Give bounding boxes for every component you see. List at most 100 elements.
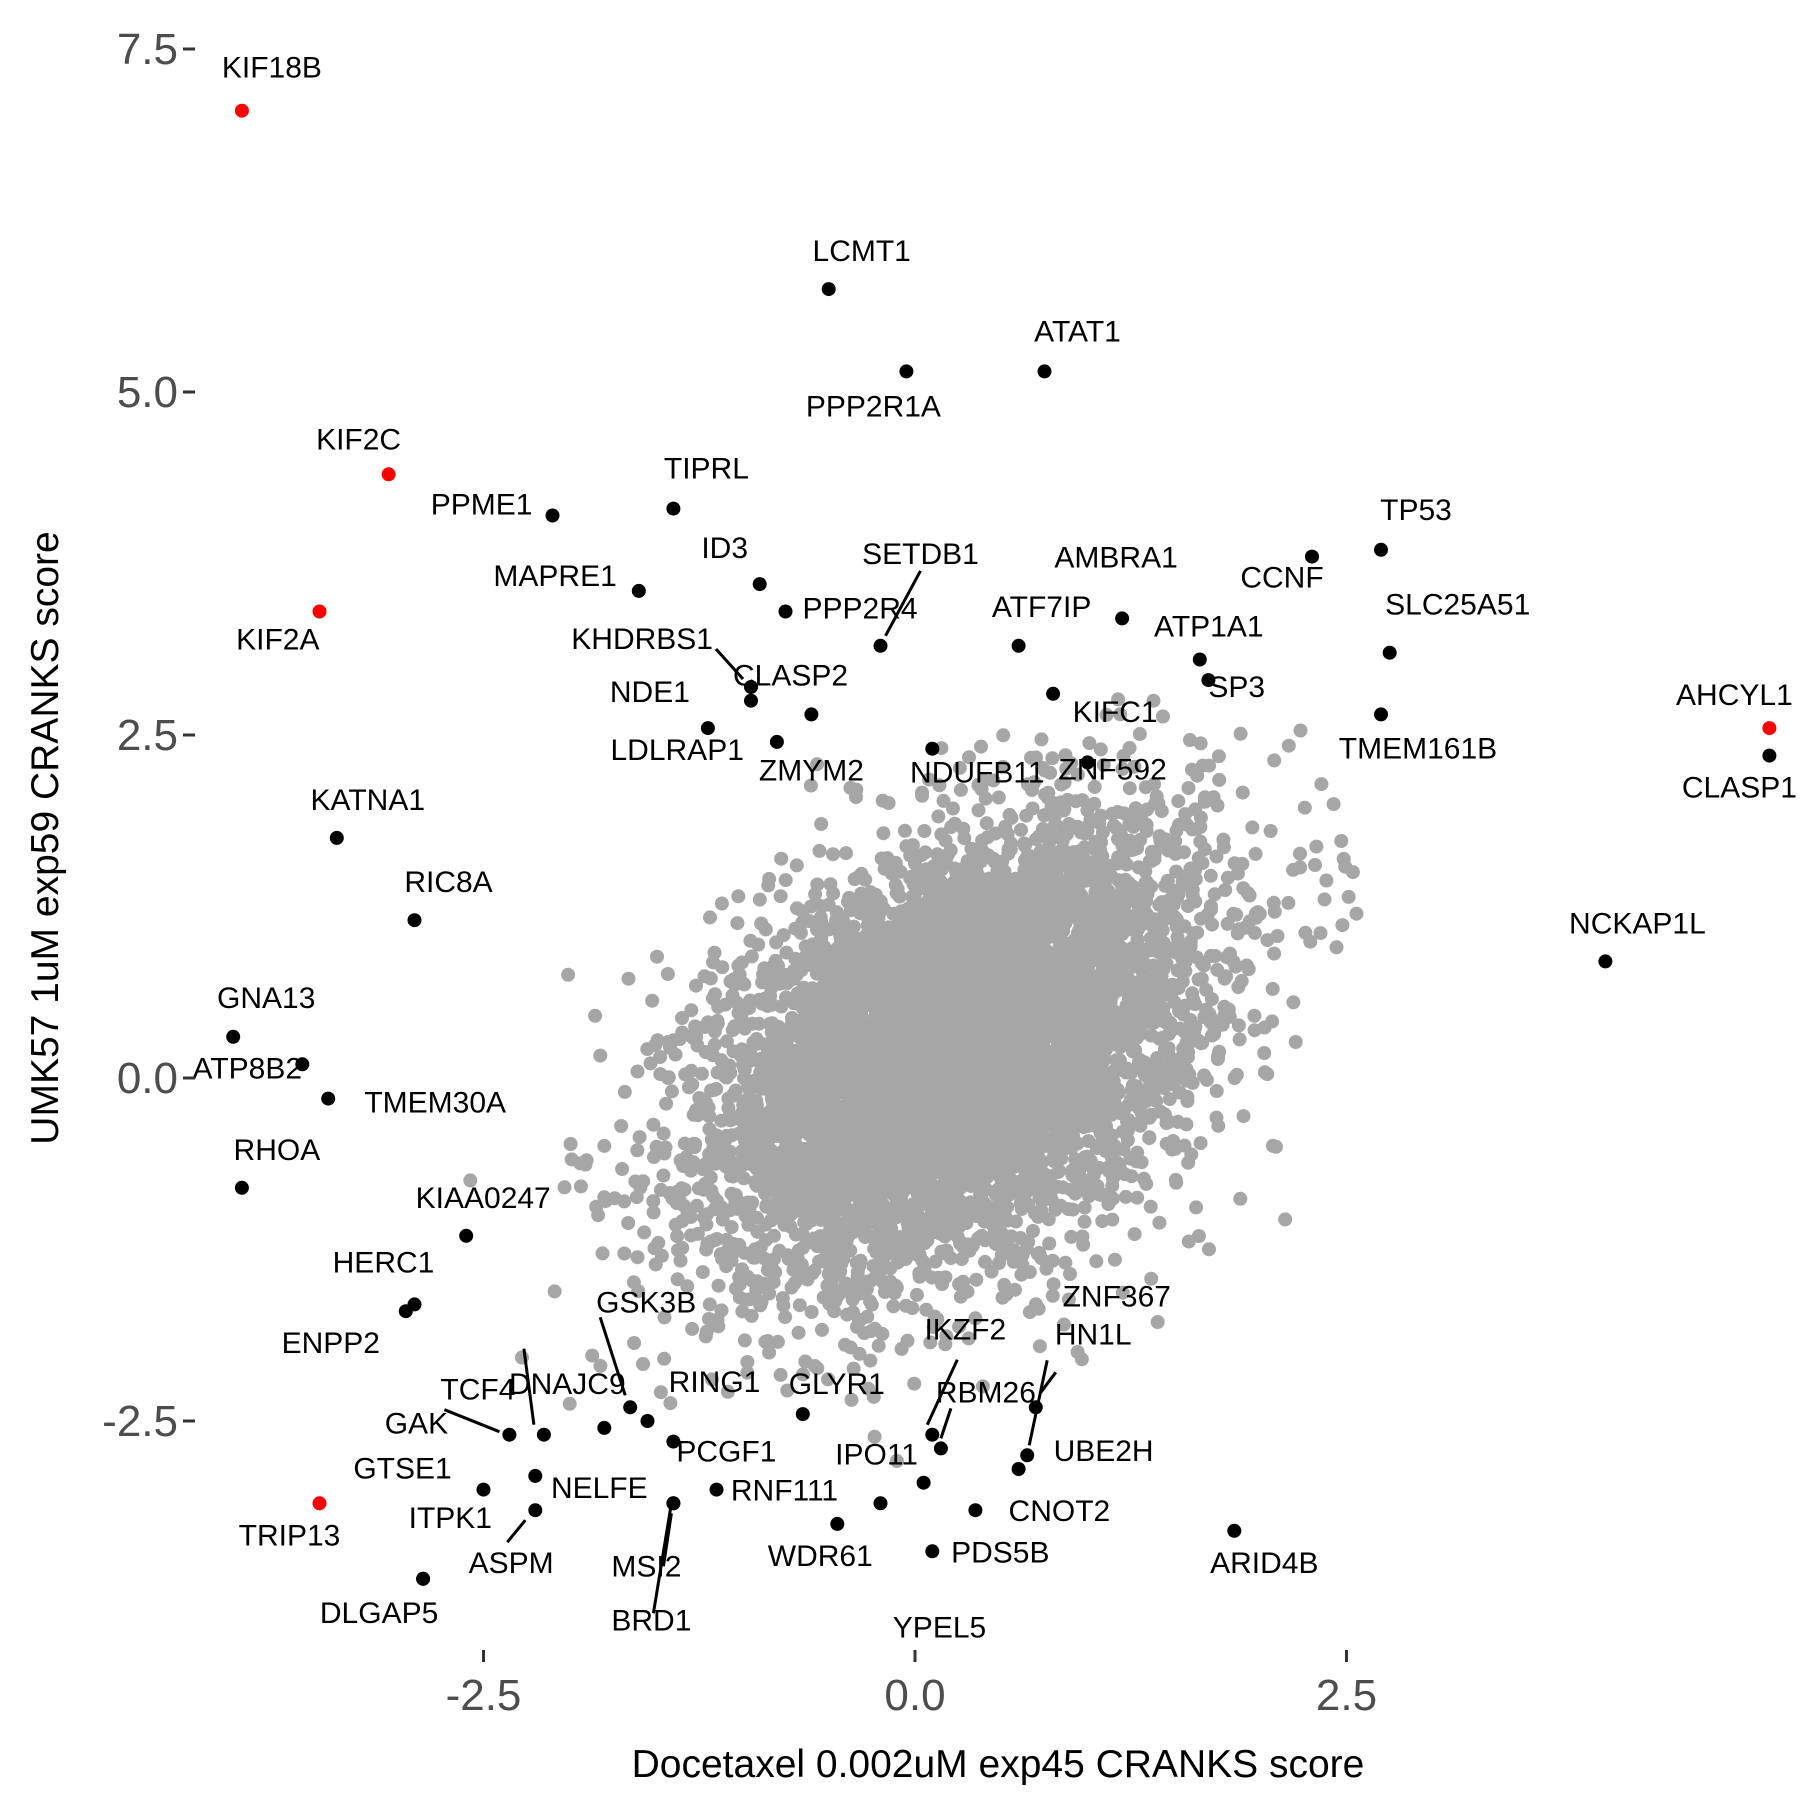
background-point xyxy=(1314,777,1329,792)
background-point xyxy=(1297,800,1312,815)
background-point xyxy=(831,1288,846,1303)
background-point xyxy=(931,809,946,824)
background-point xyxy=(1265,981,1280,996)
background-point xyxy=(826,847,840,862)
background-point xyxy=(1226,906,1241,921)
background-point xyxy=(936,793,951,808)
background-point xyxy=(737,1333,752,1348)
background-point xyxy=(1130,841,1145,856)
background-point xyxy=(1168,1172,1183,1187)
background-point xyxy=(1144,1271,1159,1286)
background-point xyxy=(563,1137,578,1151)
background-point xyxy=(917,824,932,838)
background-point xyxy=(1308,858,1322,872)
background-point xyxy=(1043,844,1058,859)
background-point xyxy=(1247,1008,1262,1023)
background-point xyxy=(885,866,899,881)
background-point xyxy=(1032,1245,1047,1260)
background-point xyxy=(593,1048,608,1063)
background-point xyxy=(1245,820,1260,835)
background-point xyxy=(871,1338,886,1353)
background-point xyxy=(1257,1046,1272,1060)
background-point xyxy=(1093,742,1108,757)
background-point xyxy=(1231,980,1246,994)
background-point xyxy=(1147,852,1162,867)
background-point xyxy=(1202,1242,1216,1257)
background-point xyxy=(653,1385,668,1400)
background-point xyxy=(1194,971,1209,986)
background-point xyxy=(964,841,979,856)
background-point xyxy=(778,1310,793,1325)
background-point xyxy=(1045,1288,1060,1303)
background-point xyxy=(1070,767,1085,782)
background-point xyxy=(711,1278,726,1293)
background-point xyxy=(1319,873,1334,888)
background-point xyxy=(886,1299,901,1314)
background-point xyxy=(1009,1214,1023,1229)
background-point xyxy=(650,949,664,964)
background-point xyxy=(1218,883,1233,897)
background-point xyxy=(969,1272,984,1287)
background-point xyxy=(719,1034,734,1049)
background-point xyxy=(988,826,1003,841)
background-point xyxy=(1210,798,1225,813)
background-point xyxy=(1056,1317,1071,1332)
background-point xyxy=(562,1396,577,1411)
background-point xyxy=(810,877,825,892)
background-point xyxy=(1045,751,1060,766)
background-point xyxy=(795,1367,810,1382)
background-point xyxy=(1113,707,1128,722)
background-point xyxy=(1242,888,1257,903)
background-point xyxy=(718,1069,732,1084)
background-point xyxy=(863,1294,878,1309)
background-point xyxy=(814,817,829,831)
background-point xyxy=(922,772,937,787)
background-point xyxy=(595,1246,610,1261)
background-point xyxy=(798,1354,813,1369)
background-point xyxy=(1177,845,1191,860)
background-point xyxy=(670,1272,685,1287)
background-point xyxy=(702,1297,717,1312)
background-point xyxy=(874,851,889,866)
background-point xyxy=(812,1254,827,1269)
background-point xyxy=(899,839,914,854)
background-point xyxy=(1221,1002,1236,1017)
background-point xyxy=(1179,817,1194,832)
background-point xyxy=(564,1152,579,1167)
background-point xyxy=(731,889,746,904)
background-point xyxy=(646,1205,661,1220)
background-point xyxy=(1127,1227,1142,1242)
background-point xyxy=(630,1064,645,1079)
background-point xyxy=(579,1153,594,1168)
background-point xyxy=(631,1284,646,1299)
background-point xyxy=(1063,1267,1077,1281)
background-point xyxy=(670,1229,685,1244)
background-point xyxy=(1169,823,1184,838)
background-point xyxy=(822,1296,837,1311)
background-point xyxy=(547,1284,562,1299)
background-point xyxy=(699,1217,714,1232)
background-point xyxy=(1162,1092,1177,1107)
background-point xyxy=(815,1322,829,1337)
background-point xyxy=(770,1334,785,1349)
background-point xyxy=(1317,892,1332,907)
background-point xyxy=(991,790,1006,805)
background-point xyxy=(1313,926,1328,941)
background-point xyxy=(1138,864,1153,879)
background-points xyxy=(463,692,1364,1468)
background-point xyxy=(762,1345,777,1360)
background-point xyxy=(931,1270,946,1285)
background-point xyxy=(907,1376,922,1391)
background-point xyxy=(1211,749,1226,764)
background-point xyxy=(975,833,990,848)
background-point xyxy=(1082,736,1097,751)
background-point xyxy=(1015,1257,1030,1272)
background-point xyxy=(968,1311,983,1326)
background-point xyxy=(839,846,853,861)
background-point xyxy=(952,1319,966,1334)
background-point xyxy=(671,1243,685,1258)
background-point xyxy=(971,803,986,818)
background-point xyxy=(1286,995,1301,1010)
background-point xyxy=(1087,779,1102,794)
background-point xyxy=(703,971,718,986)
